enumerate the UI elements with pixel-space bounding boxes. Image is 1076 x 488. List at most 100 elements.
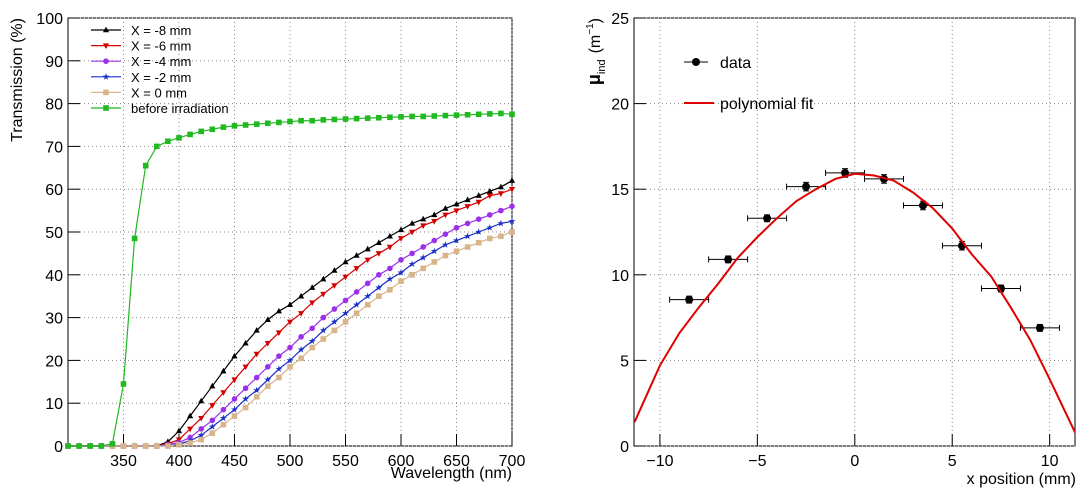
marker bbox=[209, 417, 216, 424]
marker bbox=[342, 258, 349, 265]
marker bbox=[120, 443, 127, 449]
marker bbox=[409, 220, 416, 226]
marker bbox=[397, 226, 405, 233]
marker bbox=[231, 123, 238, 129]
marker bbox=[142, 443, 149, 449]
x-tick-label: 350 bbox=[110, 453, 137, 470]
marker bbox=[65, 443, 71, 449]
marker bbox=[353, 301, 361, 308]
marker bbox=[475, 239, 482, 246]
x-tick-label: 550 bbox=[332, 453, 359, 470]
marker bbox=[187, 426, 194, 433]
marker bbox=[387, 286, 393, 293]
marker bbox=[420, 265, 426, 272]
marker bbox=[486, 224, 494, 231]
marker bbox=[242, 404, 249, 411]
marker bbox=[508, 186, 516, 193]
marker bbox=[309, 117, 315, 124]
marker bbox=[320, 275, 327, 282]
legend-label: X = -4 mm bbox=[131, 54, 191, 69]
marker bbox=[264, 341, 271, 347]
marker bbox=[375, 251, 382, 257]
marker bbox=[220, 367, 227, 374]
y-label-symbol: μ bbox=[584, 74, 604, 85]
y-tick-label: 10 bbox=[45, 396, 63, 413]
marker bbox=[275, 330, 282, 336]
marker bbox=[208, 423, 216, 430]
marker bbox=[342, 309, 349, 317]
marker bbox=[353, 252, 360, 258]
y-axis-label: Transmission (%) bbox=[9, 18, 26, 142]
marker bbox=[464, 204, 471, 210]
marker bbox=[265, 120, 271, 127]
marker bbox=[409, 272, 415, 278]
marker bbox=[198, 426, 204, 432]
y-tick-label: 100 bbox=[36, 11, 63, 28]
marker bbox=[802, 182, 811, 191]
marker bbox=[102, 73, 110, 80]
marker bbox=[508, 177, 516, 183]
marker bbox=[1035, 323, 1044, 332]
marker bbox=[231, 377, 238, 384]
marker bbox=[464, 244, 471, 250]
marker bbox=[131, 235, 138, 242]
y-tick-label: 60 bbox=[45, 182, 63, 199]
marker bbox=[198, 397, 205, 404]
marker bbox=[342, 297, 349, 304]
marker bbox=[364, 257, 371, 264]
marker bbox=[397, 236, 405, 242]
marker bbox=[487, 212, 493, 218]
marker bbox=[331, 116, 338, 123]
marker bbox=[298, 334, 304, 340]
marker bbox=[175, 427, 183, 434]
marker bbox=[187, 412, 194, 419]
marker bbox=[103, 89, 109, 96]
marker bbox=[253, 393, 260, 400]
y-tick-label: 15 bbox=[611, 182, 629, 199]
marker bbox=[387, 114, 393, 121]
marker bbox=[309, 300, 316, 306]
y-tick-label: 90 bbox=[45, 54, 63, 71]
marker bbox=[397, 269, 405, 276]
marker bbox=[342, 274, 349, 281]
marker bbox=[724, 255, 733, 264]
marker bbox=[442, 231, 449, 237]
marker bbox=[442, 112, 449, 119]
y-tick-label: 80 bbox=[45, 97, 63, 114]
x-tick-label: 650 bbox=[443, 453, 470, 470]
marker bbox=[353, 289, 360, 295]
marker bbox=[220, 124, 227, 130]
marker bbox=[187, 440, 193, 446]
marker bbox=[176, 441, 182, 448]
marker bbox=[498, 233, 504, 240]
marker bbox=[320, 336, 327, 342]
legend-label: X = -6 mm bbox=[131, 39, 191, 54]
marker bbox=[442, 252, 449, 259]
marker bbox=[286, 301, 294, 307]
marker bbox=[509, 111, 515, 118]
marker bbox=[320, 314, 327, 321]
marker bbox=[309, 344, 315, 351]
x-tick-label: 600 bbox=[388, 453, 415, 470]
marker bbox=[231, 405, 238, 413]
marker bbox=[386, 232, 393, 239]
marker bbox=[331, 267, 338, 273]
marker bbox=[375, 284, 383, 291]
marker bbox=[475, 216, 482, 222]
marker bbox=[209, 403, 216, 409]
marker bbox=[398, 257, 404, 263]
x-tick-label: 5 bbox=[948, 453, 957, 470]
marker bbox=[209, 382, 216, 389]
x-tick-label: 700 bbox=[499, 453, 526, 470]
marker bbox=[309, 325, 316, 332]
y-tick-label: 5 bbox=[620, 353, 629, 370]
marker bbox=[198, 128, 204, 135]
marker bbox=[187, 131, 193, 138]
marker bbox=[431, 259, 438, 265]
marker bbox=[408, 260, 416, 268]
y-label-exponent: −1 bbox=[585, 23, 596, 35]
marker bbox=[120, 381, 127, 387]
marker bbox=[763, 214, 772, 223]
x-tick-label: 0 bbox=[850, 453, 859, 470]
marker bbox=[353, 310, 360, 317]
